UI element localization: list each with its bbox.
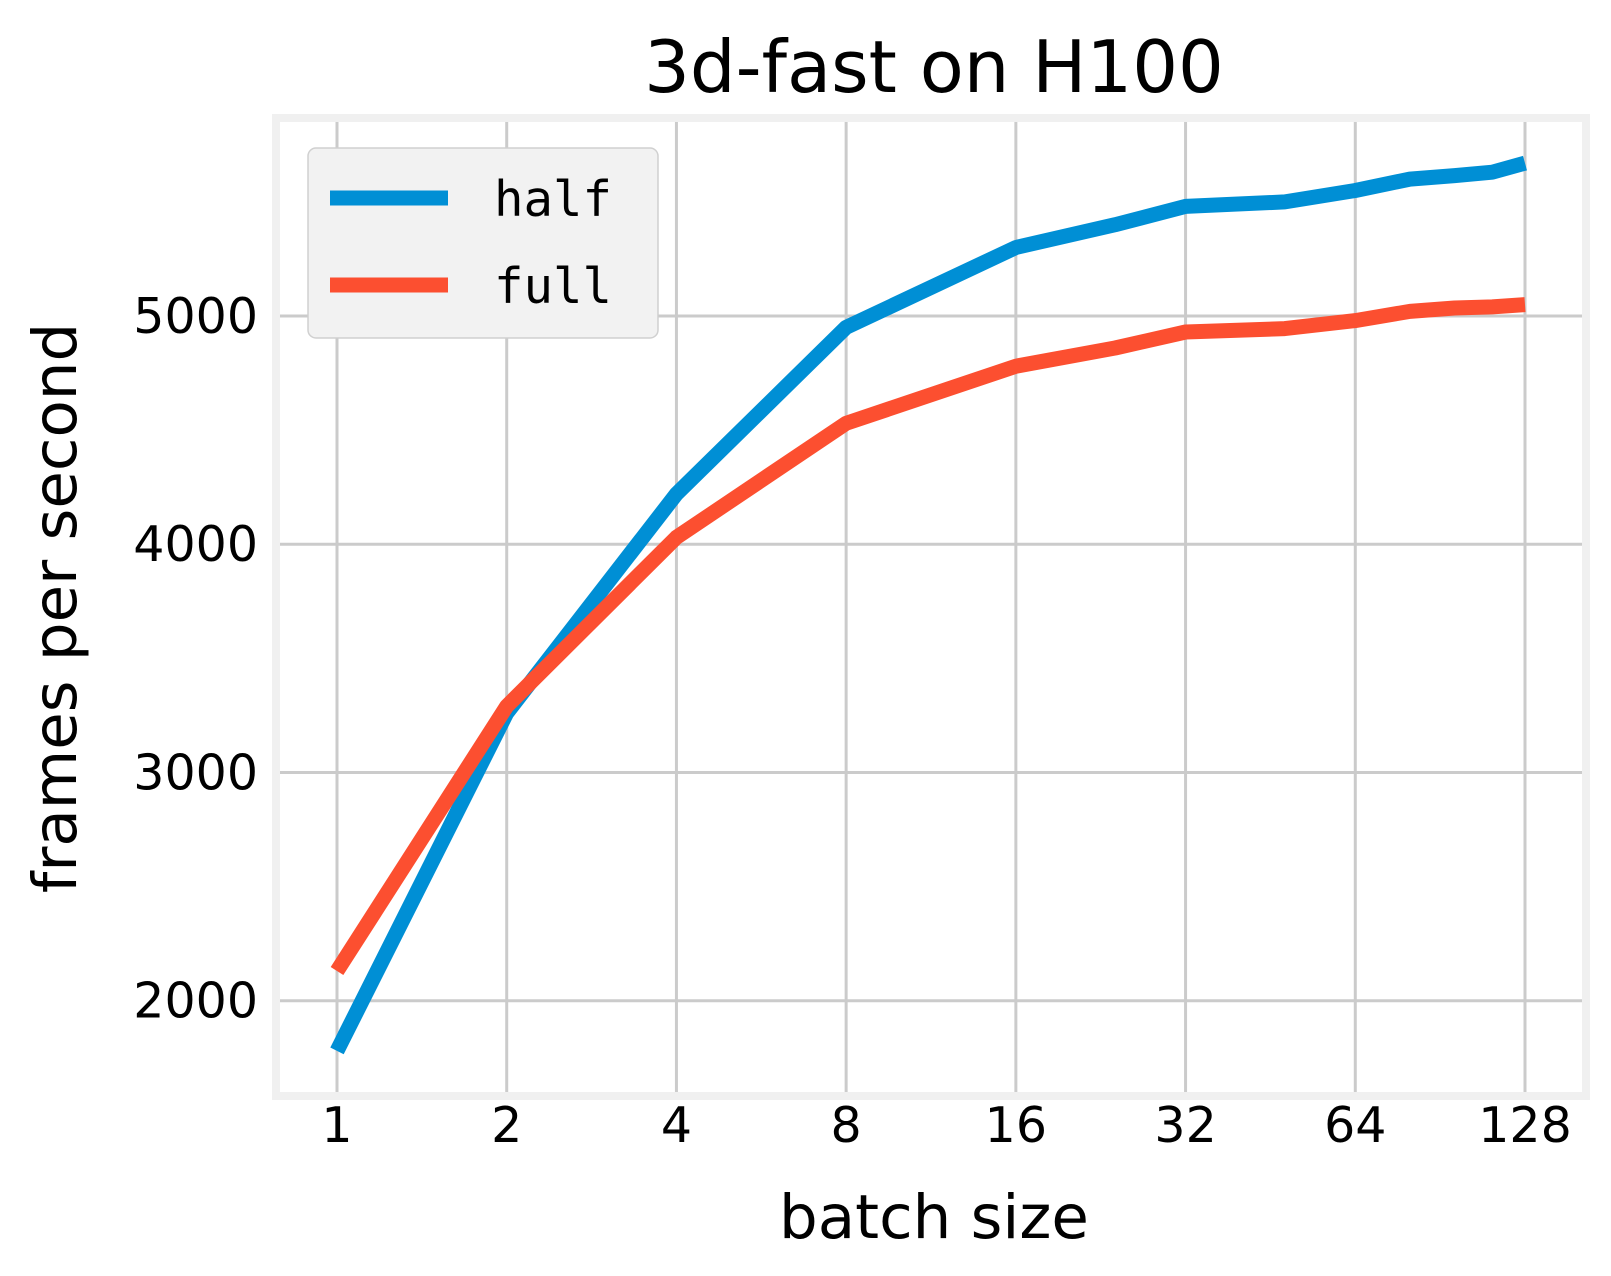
x-tick-label: 2 <box>491 1097 522 1154</box>
x-tick-label: 128 <box>1478 1097 1572 1154</box>
x-tick-label: 64 <box>1324 1097 1386 1154</box>
x-axis-label: batch size <box>779 1182 1089 1253</box>
x-tick-label: 4 <box>661 1097 692 1154</box>
y-tick-labels: 2000 3000 4000 5000 <box>133 288 258 1030</box>
y-tick-label: 5000 <box>133 288 258 345</box>
y-tick-label: 4000 <box>133 516 258 573</box>
series-layer <box>330 155 1528 1055</box>
chart-title: 3d-fast on H100 <box>644 25 1224 109</box>
x-tick-label: 32 <box>1154 1097 1216 1154</box>
legend-label-half: half <box>494 171 612 228</box>
series-line-half <box>330 155 1528 1055</box>
y-tick-label: 3000 <box>133 744 258 801</box>
series-line-full <box>330 297 1526 976</box>
x-tick-labels: 1 2 4 8 16 32 64 128 <box>321 1097 1571 1154</box>
x-tick-label: 8 <box>831 1097 862 1154</box>
y-axis-label: frames per second <box>20 323 91 893</box>
legend-label-full: full <box>494 258 612 315</box>
legend: half full <box>307 147 659 339</box>
x-tick-label: 1 <box>321 1097 352 1154</box>
y-tick-label: 2000 <box>133 973 258 1030</box>
x-tick-label: 16 <box>985 1097 1047 1154</box>
